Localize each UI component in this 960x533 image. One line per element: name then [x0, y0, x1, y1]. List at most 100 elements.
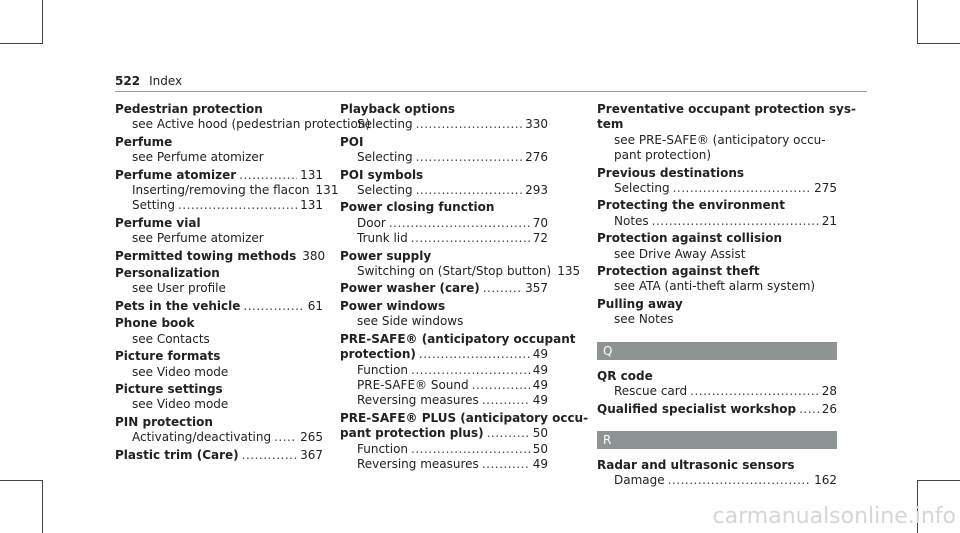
leader-dots	[274, 430, 297, 445]
index-subentry-text: Rescue card	[614, 384, 688, 399]
index-term-line: POI symbols	[340, 168, 548, 183]
page-reference[interactable]: 131	[315, 183, 339, 198]
index-subentry: see Perfume atomizer	[115, 150, 323, 165]
page-reference[interactable]: 49	[532, 362, 548, 377]
index-term: Perfume vial	[115, 215, 201, 230]
leader-dots	[472, 378, 530, 393]
index-term: Power closing function	[340, 200, 495, 215]
leader-dots	[416, 183, 523, 198]
index-term-line: Qualified specialist workshop 26	[597, 402, 837, 417]
crop-mark	[917, 480, 960, 481]
index-subentry-text: see Side windows	[357, 314, 464, 329]
page-reference[interactable]: 49	[532, 456, 548, 471]
page-reference[interactable]: 276	[525, 150, 548, 165]
index-entry: Protection against theft see ATA (anti-th…	[597, 264, 837, 295]
index-subentry: see ATA (anti-theft alarm system)	[597, 279, 837, 294]
leader-dots	[411, 231, 530, 246]
index-subentry: Switching on (Start/Stop button) 135	[340, 264, 580, 279]
index-term-line: Protection against collision	[597, 231, 837, 246]
index-term: QR code	[597, 368, 653, 383]
index-subentry: Activating/deactivating 265	[115, 430, 323, 445]
page-reference[interactable]: 26	[821, 401, 837, 416]
index-entry: Power washer (care) 357	[340, 281, 548, 296]
index-subentry: Reversing measures 49	[340, 393, 548, 408]
section-title: Index	[149, 74, 183, 88]
crop-mark	[42, 480, 43, 533]
index-subentry: Selecting 275	[597, 181, 837, 196]
index-subentry: Selecting 276	[340, 150, 548, 165]
index-term: Perfume	[115, 134, 173, 149]
index-term: POI symbols	[340, 167, 424, 182]
page-reference[interactable]: 293	[525, 183, 548, 198]
index-term-line: protection) 49	[340, 347, 548, 362]
page-reference[interactable]: 28	[821, 384, 837, 399]
index-subentry: Function 50	[340, 442, 548, 457]
leader-dots	[668, 473, 811, 488]
index-term: PRE-SAFE® (anticipatory occupant	[340, 331, 576, 346]
leader-dots	[652, 214, 819, 229]
index-term: Qualified specialist workshop	[597, 401, 797, 416]
index-term-line: Power windows	[340, 299, 548, 314]
page-reference[interactable]: 367	[300, 447, 323, 462]
index-term-line: Radar and ultrasonic sensors	[597, 458, 837, 473]
index-term-line: Personalization	[115, 266, 323, 281]
index-term-line: PIN protection	[115, 415, 323, 430]
index-subentry: see User profile	[115, 281, 323, 296]
index-term-line: Picture settings	[115, 382, 323, 397]
page-reference[interactable]: 49	[532, 347, 548, 362]
header-rule	[115, 91, 867, 92]
index-term-line: Perfume	[115, 135, 323, 150]
page-reference[interactable]: 49	[532, 393, 548, 408]
page-reference[interactable]: 131	[300, 167, 323, 182]
page-reference[interactable]: 135	[557, 264, 581, 279]
crop-mark	[917, 0, 918, 44]
page-reference[interactable]: 380	[302, 248, 326, 263]
page-reference[interactable]: 49	[532, 377, 548, 392]
page-number: 522	[115, 74, 141, 88]
index-term: PRE-SAFE® PLUS (anticipatory occu-	[340, 410, 589, 425]
index-subentry-text: Switching on (Start/Stop button)	[357, 264, 552, 279]
page-reference[interactable]: 72	[532, 231, 548, 246]
index-term: Permitted towing methods	[115, 248, 297, 263]
page-reference[interactable]: 275	[814, 181, 837, 196]
index-term-line: Previous destinations	[597, 166, 837, 181]
index-subentry: Inserting/removing the flacon 131	[115, 183, 338, 198]
page-reference[interactable]: 50	[532, 441, 548, 456]
index-subentry: Selecting 293	[340, 183, 548, 198]
index-subentry-text: Function	[357, 362, 409, 377]
index-term-line: Preventative occupant protection sys-	[597, 102, 856, 117]
index-subentry-text: Setting	[132, 198, 175, 213]
page-reference[interactable]: 50	[532, 426, 548, 441]
page-reference[interactable]: 131	[300, 198, 323, 213]
index-term: Pulling away	[597, 296, 683, 311]
index-term-line: QR code	[597, 369, 837, 384]
page-reference[interactable]: 61	[307, 298, 323, 313]
index-term-line: Perfume vial	[115, 216, 323, 231]
index-term-line: POI	[340, 135, 548, 150]
page-reference[interactable]: 162	[814, 473, 837, 488]
leader-dots	[178, 198, 297, 213]
index-subentry-text: see Video mode	[132, 397, 229, 412]
leader-dots	[799, 402, 819, 417]
index-term: Personalization	[115, 266, 220, 281]
page-header: 522 Index	[115, 74, 182, 88]
page-reference[interactable]: 265	[300, 430, 323, 445]
page-reference[interactable]: 357	[525, 281, 548, 296]
page-reference[interactable]: 330	[525, 117, 548, 132]
index-subentry: see Side windows	[340, 314, 548, 329]
index-subentry-text: pant protection)	[614, 148, 712, 163]
index-subentry-text: Reversing measures	[357, 456, 479, 471]
leader-dots	[483, 281, 522, 296]
index-subentry-text: Door	[357, 215, 386, 230]
index-subentry-text: see Perfume atomizer	[132, 231, 264, 246]
page-reference[interactable]: 70	[532, 215, 548, 230]
index-subentry: see Perfume atomizer	[115, 231, 323, 246]
index-term: Pedestrian protection	[115, 102, 263, 116]
page-reference[interactable]: 21	[821, 213, 837, 228]
index-subentry: Rescue card 28	[597, 384, 837, 399]
index-entry: Pets in the vehicle 61	[115, 299, 323, 314]
